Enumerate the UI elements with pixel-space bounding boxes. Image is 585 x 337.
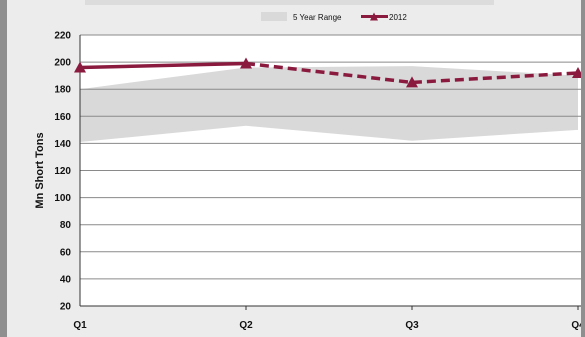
y-tick-label: 160 (54, 112, 71, 123)
quarterly-range-chart: 5 Year Range 2012 20 40 60 80 100 120 140 160 18… (34, 0, 581, 331)
series-point (572, 66, 581, 78)
x-tick-label: Q4 (571, 320, 581, 331)
y-axis-title: Mn Short Tons (34, 132, 46, 208)
x-tick-label: Q2 (239, 320, 253, 331)
axis-layer (79, 35, 581, 307)
range-band-layer (80, 66, 578, 143)
y-tick-label: 120 (54, 166, 71, 177)
top-scroll-strip (85, 0, 494, 5)
y-tick-label: 100 (54, 193, 71, 204)
legend-series-marker (370, 12, 378, 21)
x-tick-label: Q1 (73, 320, 87, 331)
y-tick-label: 180 (54, 85, 71, 96)
grid-layer (80, 34, 581, 280)
y-tick-label: 60 (60, 247, 72, 258)
series-point (74, 61, 86, 73)
marker-layer (74, 57, 581, 88)
legend-range-swatch (261, 12, 287, 21)
y-tick-labels: 20 40 60 80 100 120 140 160 180 200 220 (54, 31, 71, 313)
y-tick-label: 20 (60, 302, 72, 313)
x-tick-labels: Q1 Q2 Q3 Q4 (73, 306, 581, 331)
series-point (406, 76, 418, 88)
y-tick-label: 80 (60, 220, 72, 231)
y-tick-label: 40 (60, 274, 72, 285)
y-tick-label: 220 (54, 31, 71, 42)
range-band-area (80, 66, 578, 143)
series-point (240, 57, 252, 69)
legend-series-label: 2012 (389, 13, 407, 22)
series-layer (79, 61, 579, 85)
legend-range-label: 5 Year Range (293, 13, 342, 22)
series-line-actual (79, 61, 247, 70)
x-tick-label: Q3 (405, 320, 419, 331)
y-tick-label: 140 (54, 139, 71, 150)
legend: 5 Year Range 2012 (261, 12, 407, 22)
y-tick-label: 200 (54, 58, 71, 69)
